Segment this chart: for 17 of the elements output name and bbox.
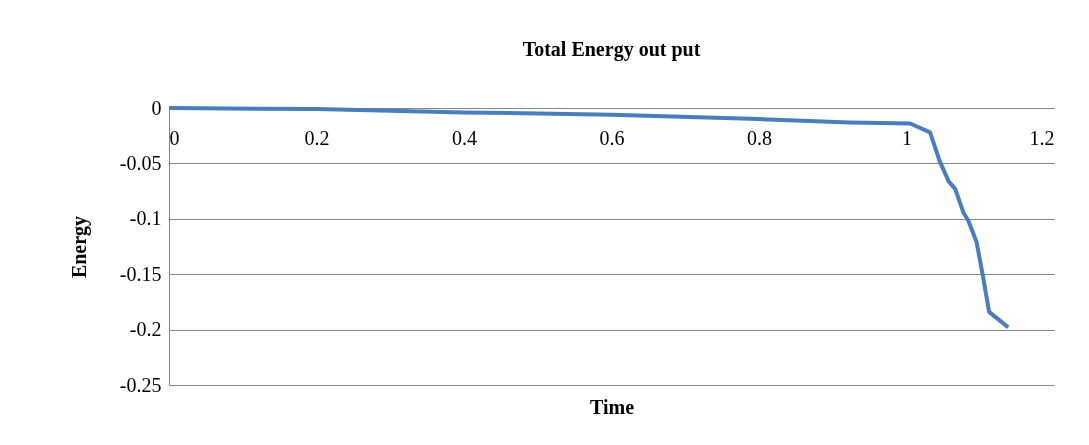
x-tick-label: 0 <box>169 126 180 149</box>
y-tick-label: -0.25 <box>119 373 162 396</box>
x-tick-label: 0.8 <box>747 126 772 149</box>
y-tick-label: -0.2 <box>129 318 162 341</box>
y-tick-label: -0.05 <box>119 151 162 174</box>
y-tick-label: 0 <box>151 96 162 119</box>
y-axis-title: Energy <box>67 215 91 279</box>
y-tick-label: -0.1 <box>129 207 162 230</box>
x-tick-label: 1 <box>902 126 912 149</box>
x-tick-label: 0.4 <box>452 126 477 149</box>
x-tick-label: 1.2 <box>1029 126 1055 149</box>
x-tick-label: 0.2 <box>304 126 330 149</box>
x-axis-title: Time <box>589 395 635 418</box>
x-tick-label: 0.6 <box>599 126 625 149</box>
chart-title: Total Energy out put <box>522 38 701 61</box>
line-series <box>167 106 1011 330</box>
y-tick-label: -0.15 <box>119 262 162 285</box>
